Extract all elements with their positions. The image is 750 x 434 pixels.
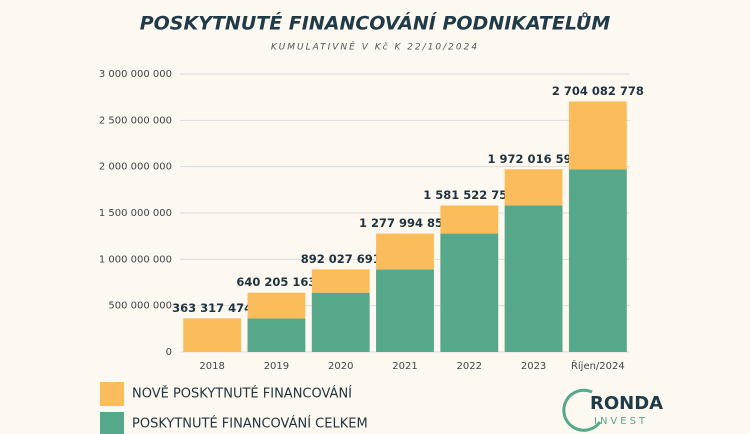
total-label: 2 704 082 778 bbox=[552, 84, 644, 98]
bar-segment bbox=[311, 292, 370, 352]
legend-swatch bbox=[100, 382, 124, 406]
y-tick-label: 2 500 000 000 bbox=[99, 115, 172, 126]
logo-arc bbox=[562, 388, 602, 432]
bar-segment bbox=[247, 318, 306, 352]
bar-segment bbox=[247, 292, 306, 319]
x-tick-label: 2020 bbox=[328, 361, 353, 372]
x-tick-label: 2021 bbox=[392, 361, 417, 372]
y-tick-label: 500 000 000 bbox=[108, 301, 172, 312]
chart-title: POSKYTNUTÉ FINANCOVÁNÍ PODNIKATELŮM bbox=[140, 11, 611, 35]
bar-segment bbox=[440, 233, 499, 352]
bar-segment bbox=[183, 318, 242, 352]
legend-swatch bbox=[100, 412, 124, 434]
total-label: 640 205 163 bbox=[236, 275, 316, 289]
total-label: 892 027 691 bbox=[301, 252, 381, 266]
bar-segment bbox=[504, 169, 563, 206]
x-tick-label: Říjen/2024 bbox=[571, 359, 625, 372]
total-label: 1 277 994 851 bbox=[359, 216, 451, 230]
logo-sub: INVEST bbox=[594, 416, 648, 427]
bar-segment bbox=[376, 233, 434, 270]
bar-segment bbox=[311, 269, 370, 293]
logo-main: RONDA bbox=[590, 393, 663, 414]
x-tick-label: 2022 bbox=[457, 361, 482, 372]
bar-segment bbox=[440, 205, 499, 234]
bar-segment bbox=[568, 101, 627, 170]
y-tick-label: 1 500 000 000 bbox=[99, 208, 172, 219]
x-tick-label: 2018 bbox=[199, 361, 224, 372]
total-label: 1 581 522 751 bbox=[423, 188, 515, 202]
bar-segment bbox=[568, 169, 627, 352]
legend-label: NOVĚ POSKYTNUTÉ FINANCOVÁNÍ bbox=[132, 386, 352, 402]
bar-segment bbox=[376, 269, 434, 352]
x-tick-label: 2019 bbox=[264, 361, 289, 372]
x-tick-label: 2023 bbox=[521, 361, 546, 372]
total-label: 363 317 474 bbox=[172, 301, 252, 315]
chart-subtitle: KUMULATIVNĚ V Kč K 22/10/2024 bbox=[271, 41, 479, 53]
y-tick-label: 0 bbox=[166, 347, 172, 358]
legend-label: POSKYTNUTÉ FINANCOVÁNÍ CELKEM bbox=[132, 416, 368, 432]
bar-segment bbox=[504, 205, 563, 352]
y-tick-label: 2 000 000 000 bbox=[99, 162, 172, 173]
y-tick-label: 1 000 000 000 bbox=[99, 254, 172, 265]
y-tick-label: 3 000 000 000 bbox=[99, 69, 172, 80]
total-label: 1 972 016 595 bbox=[488, 152, 580, 166]
